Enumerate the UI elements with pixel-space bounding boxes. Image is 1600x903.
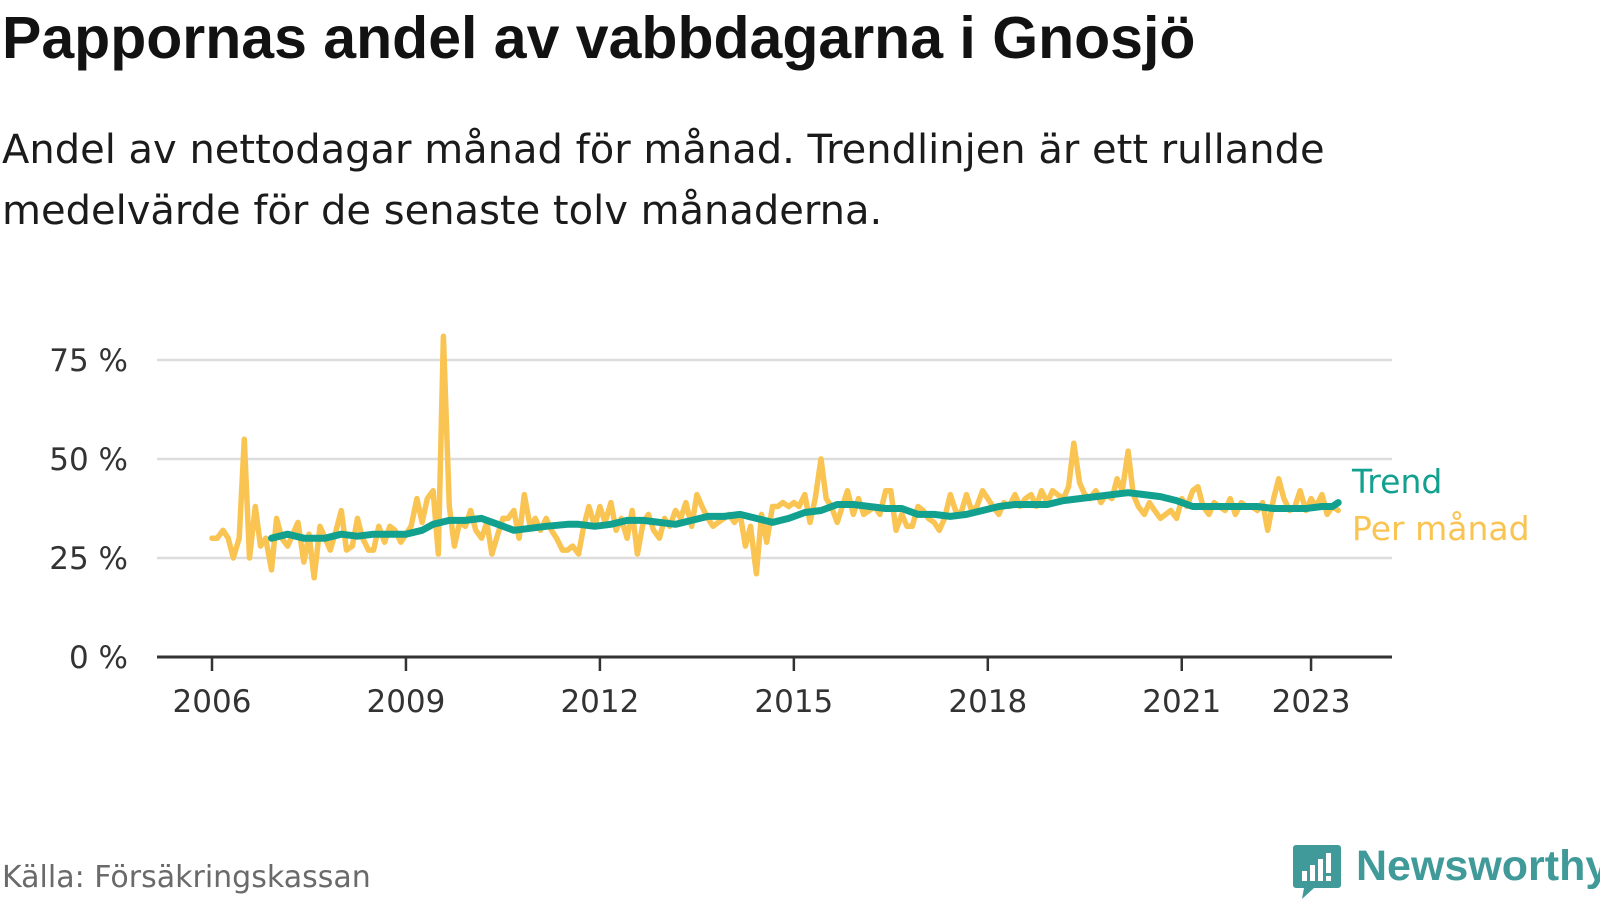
y-tick-label: 25 %: [49, 541, 128, 577]
trend-line: [268, 489, 1342, 542]
axes: 0 % 25 % 50 % 75 % 2006 2009 2012 2015 2018 2021 2…: [49, 343, 1392, 720]
x-tick-label: 2012: [560, 684, 639, 720]
x-tick-label: 2023: [1272, 684, 1351, 720]
chart-title: Pappornas andel av vabbdagarna i Gnosjö: [2, 5, 1196, 71]
x-tick-label: 2009: [366, 684, 445, 720]
x-tick-label: 2015: [754, 684, 833, 720]
series-label-per-manad: Per månad: [1352, 509, 1530, 548]
series-labels: Trend Per månad: [1351, 462, 1530, 548]
y-tick-label: 75 %: [49, 343, 128, 379]
newsworthy-logo-icon: [1293, 845, 1341, 899]
chart-subtitle: Andel av nettodagar månad för månad. Tre…: [2, 127, 1325, 234]
brand-name: Newsworthy: [1356, 842, 1600, 890]
monthly-line: [209, 333, 1341, 581]
gridlines: [157, 358, 1392, 560]
y-tick-label: 0 %: [69, 640, 128, 676]
y-tick-label: 50 %: [49, 442, 128, 478]
x-tick-label: 2018: [948, 684, 1027, 720]
x-tick-label: 2021: [1142, 684, 1221, 720]
series-lines: [209, 333, 1342, 581]
brand-logo: Newsworthy: [1292, 843, 1600, 903]
series-label-trend: Trend: [1351, 462, 1442, 501]
x-tick-label: 2006: [173, 684, 252, 720]
source-note: Källa: Försäkringskassan: [2, 860, 371, 895]
